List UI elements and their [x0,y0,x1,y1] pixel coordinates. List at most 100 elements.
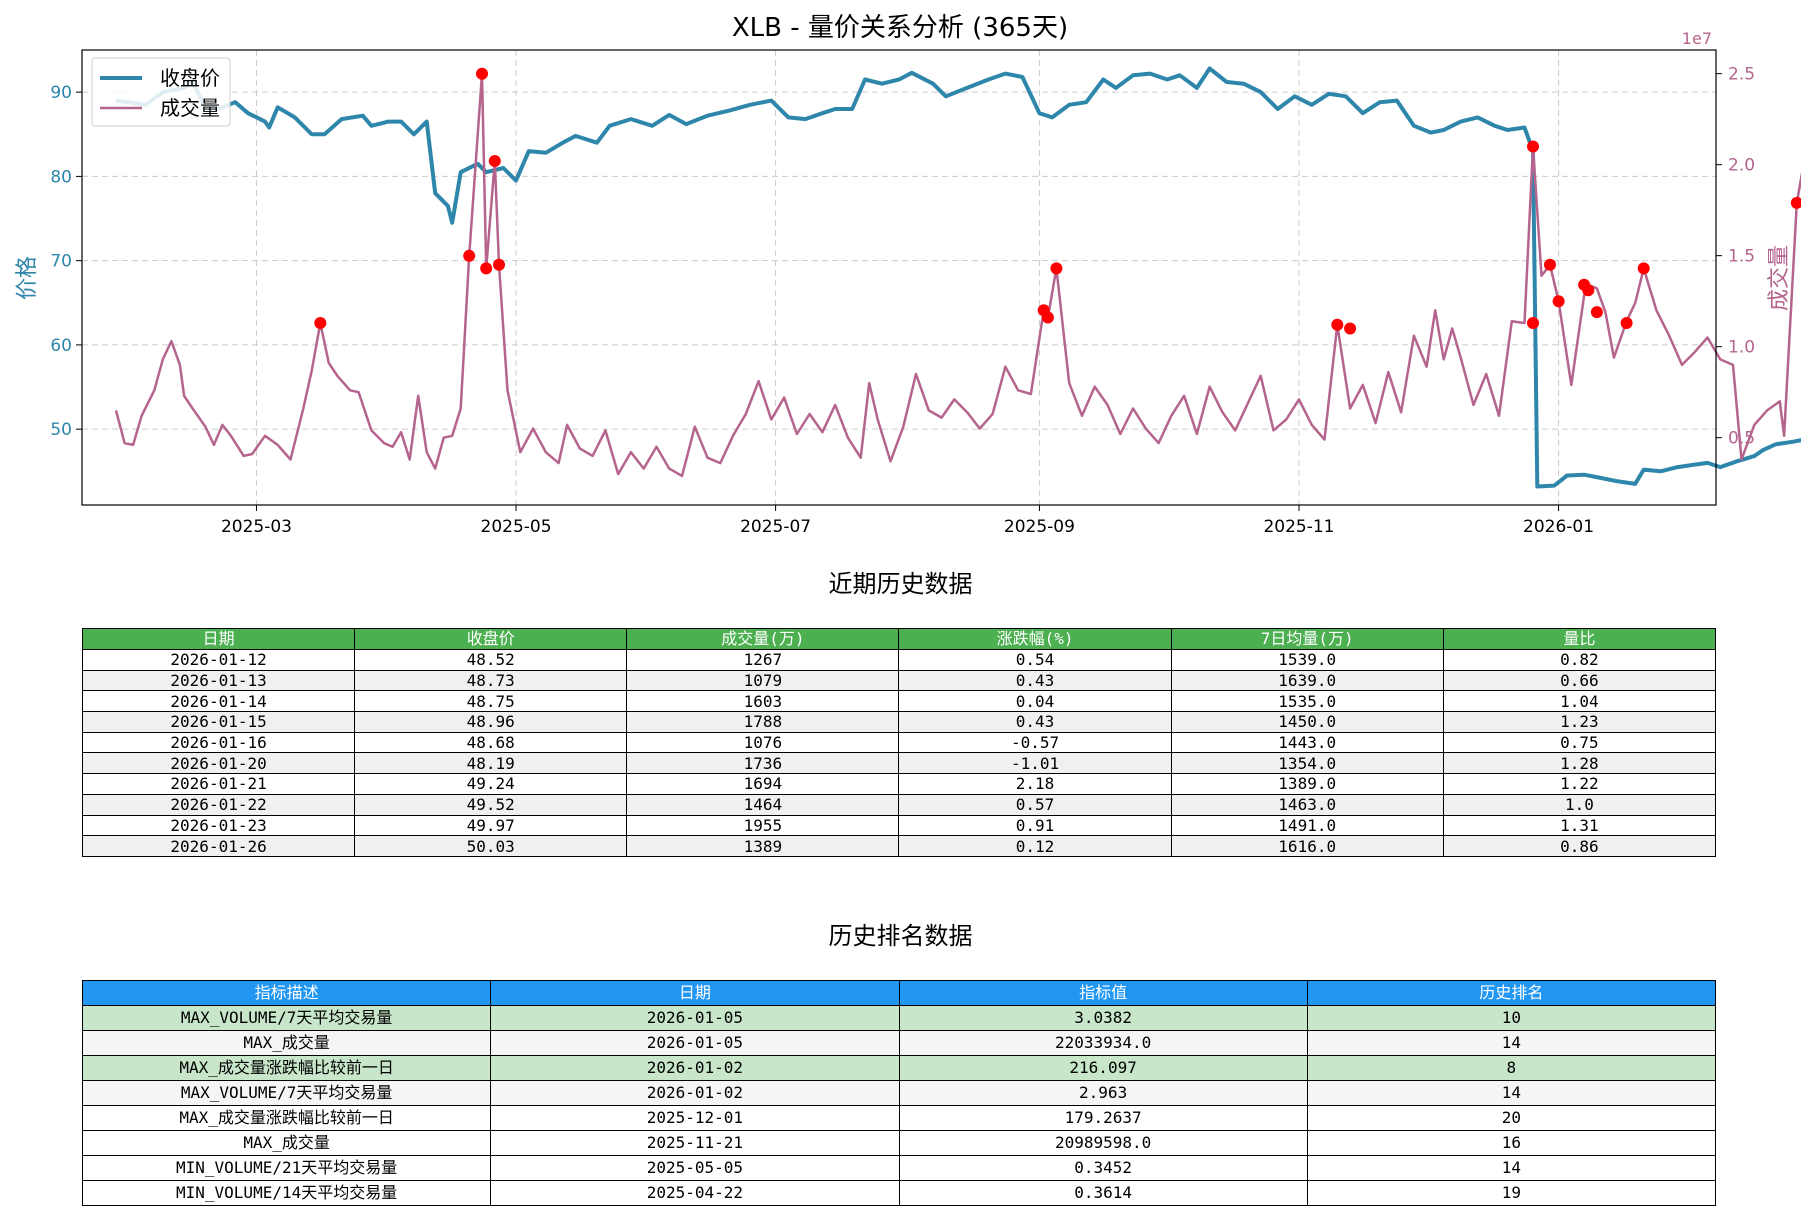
volume-series-layer [114,72,1801,478]
ranking-cell: MAX_成交量涨跌幅比较前一日 [81,1055,492,1081]
y-tick-label: 60 [50,336,72,356]
history-cell: 48.75 [354,690,628,713]
history-header-cell: 量比 [1442,628,1717,650]
volume-price-chart: XLB - 量价关系分析 (365天) 2025-03 2025-05 2025-0… [15,13,1801,537]
history-cell: 0.04 [898,690,1172,713]
history-header-cell: 日期 [81,628,356,650]
ranking-cell: 2.963 [898,1080,1308,1106]
legend-label-price: 收盘价 [160,66,220,90]
table-row: 2026-01-21 49.24 1694 2.18 1389.0 1.22 [81,773,1717,795]
history-cell: 49.52 [354,793,628,816]
history-cell: 1491.0 [1170,814,1444,837]
ranking-cell: MIN_VOLUME/14天平均交易量 [81,1180,492,1206]
plot-frame [81,49,1717,506]
volume-spike-marker [1590,306,1603,319]
x-axis: 2025-03 2025-05 2025-07 2025-09 2025-11 2026-… [221,505,1594,537]
history-table: 日期 收盘价 成交量(万) 涨跌幅(%) 7日均量(万) 量比 2026-01-12 48.… [81,628,1717,857]
ranking-cell: 14 [1306,1080,1717,1106]
ranking-cell: 0.3614 [898,1180,1308,1206]
history-header-cell: 涨跌幅(%) [898,628,1172,650]
x-tick-label: 2025-07 [740,517,811,537]
volume-spike-marker [314,317,327,329]
y2-tick-label: 2.0 [1728,156,1755,176]
legend: 收盘价 成交量 [91,57,231,127]
ranking-cell: 8 [1306,1055,1717,1081]
table-row: 2026-01-20 48.19 1736 -1.01 1354.0 1.28 [81,752,1717,775]
ranking-cell: 2026-01-02 [490,1080,900,1106]
history-cell: 2026-01-14 [81,690,356,713]
ranking-cell: MAX_VOLUME/7天平均交易量 [81,1080,492,1106]
volume-line [114,72,1801,478]
history-header-cell: 成交量(万) [626,628,900,650]
history-cell: 2026-01-21 [81,773,356,795]
history-cell: 1450.0 [1170,711,1444,733]
volume-spike-marker [1331,318,1344,331]
x-tick-label: 2025-09 [1004,517,1075,537]
history-cell: 1079 [626,669,900,692]
history-cell: 0.43 [898,711,1172,733]
table-row: MAX_成交量涨跌幅比较前一日 2026-01-02 216.097 8 [81,1055,1717,1081]
ranking-cell: 20 [1306,1105,1717,1131]
ranking-cell: 10 [1306,1005,1717,1031]
volume-spike-marker [1620,317,1633,329]
price-series-layer [115,66,1801,489]
ranking-table: 指标描述 日期 指标值 历史排名 MAX_VOLUME/7天平均交易量 2026-01-… [81,980,1717,1206]
table-row: MAX_成交量涨跌幅比较前一日 2025-12-01 179.2637 20 [81,1105,1717,1131]
y-tick-label: 50 [50,420,72,440]
legend-label-volume: 成交量 [160,96,220,120]
table-row: 2026-01-12 48.52 1267 0.54 1539.0 0.82 [81,649,1717,671]
history-section-title: 近期历史数据 [828,570,973,598]
history-cell: 48.52 [354,649,628,671]
table-row: 2026-01-23 49.97 1955 0.91 1491.0 1.31 [81,814,1717,837]
table-row: 2026-01-16 48.68 1076 -0.57 1443.0 0.75 [81,731,1717,754]
ranking-header-cell: 日期 [490,980,900,1006]
history-cell: 0.91 [898,814,1172,837]
y-tick-label: 90 [50,83,72,103]
history-cell: 2026-01-15 [81,711,356,733]
ranking-cell: 19 [1306,1180,1717,1206]
table-row: MAX_VOLUME/7天平均交易量 2026-01-05 3.0382 10 [81,1005,1717,1031]
ranking-cell: 2026-01-05 [490,1030,900,1056]
y2-tick-label: 0.5 [1728,429,1755,449]
ranking-cell: 20989598.0 [898,1130,1308,1156]
history-cell: 1.31 [1442,814,1717,837]
history-cell: 2026-01-16 [81,731,356,754]
history-cell: 1694 [626,773,900,795]
history-cell: 1.23 [1442,711,1717,733]
history-cell: 0.66 [1442,669,1717,692]
table-row: 2026-01-14 48.75 1603 0.04 1535.0 1.04 [81,690,1717,713]
volume-spike-marker [480,262,493,275]
ranking-cell: 22033934.0 [898,1030,1308,1056]
volume-spike-marker [1050,262,1063,275]
history-cell: 48.96 [354,711,628,733]
history-cell: -1.01 [898,752,1172,775]
volume-spike-marker [463,249,476,262]
ranking-cell: MAX_VOLUME/7天平均交易量 [81,1005,492,1031]
ranking-cell: 2025-12-01 [490,1105,900,1131]
y-axis-label: 价格 [15,256,40,300]
history-cell: 2026-01-23 [81,814,356,837]
history-cell: 1955 [626,814,900,837]
history-cell: -0.57 [898,731,1172,754]
history-cell: 1267 [626,649,900,671]
history-cell: 1.22 [1442,773,1717,795]
history-cell: 1.04 [1442,690,1717,713]
volume-spike-marker [1041,311,1054,324]
history-cell: 1736 [626,752,900,775]
history-cell: 0.57 [898,793,1172,816]
history-cell: 1535.0 [1170,690,1444,713]
ranking-cell: 16 [1306,1130,1717,1156]
history-cell: 1.0 [1442,793,1717,816]
ranking-cell: 2026-01-05 [490,1005,900,1031]
table-row: 2026-01-22 49.52 1464 0.57 1463.0 1.0 [81,793,1717,816]
volume-spike-marker [493,258,505,271]
history-cell: 1354.0 [1170,752,1444,775]
volume-spike-marker [476,67,488,80]
ranking-cell: 216.097 [898,1055,1308,1081]
table-row: MAX_VOLUME/7天平均交易量 2026-01-02 2.963 14 [81,1080,1717,1106]
history-cell: 48.19 [354,752,628,775]
ranking-header-cell: 历史排名 [1306,980,1717,1006]
ranking-cell: 0.3452 [898,1155,1308,1181]
history-cell: 0.86 [1442,835,1717,857]
history-cell: 1464 [626,793,900,816]
